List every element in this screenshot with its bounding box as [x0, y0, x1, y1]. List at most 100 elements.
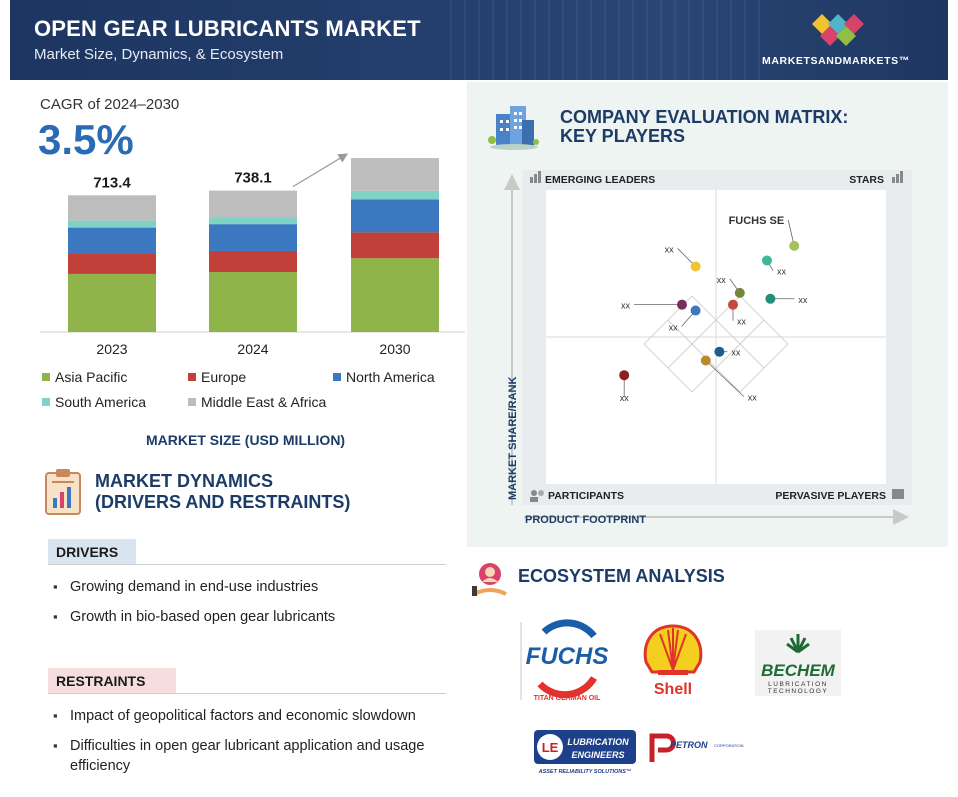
- player-label: xx: [748, 393, 758, 403]
- restraint-item: Impact of geopolitical factors and econo…: [53, 706, 416, 726]
- player-label: xx: [731, 348, 741, 358]
- bar-segment: [68, 273, 156, 332]
- ecosystem-title: ECOSYSTEM ANALYSIS: [518, 566, 725, 586]
- player-point: [690, 305, 701, 316]
- player-label: xx: [669, 323, 679, 333]
- petron-logo-text: PETRON: [670, 740, 708, 750]
- restraints-divider: [48, 693, 446, 694]
- emerging-leaders-icon: [530, 171, 541, 183]
- le-logo-sub: ASSET RELIABILITY SOLUTIONS™: [538, 769, 632, 775]
- bar-segment: [68, 253, 156, 274]
- player-point: [734, 287, 745, 298]
- bar-total-label: 713.4: [93, 174, 131, 191]
- quadrant-participants: PARTICIPANTS: [548, 490, 624, 502]
- legend-item: Asia Pacific: [42, 369, 127, 385]
- player-point: [765, 293, 776, 304]
- dynamics-title-line2: (DRIVERS AND RESTRAINTS): [95, 492, 351, 512]
- bar-segment: [209, 217, 297, 225]
- player-label: xx: [798, 295, 808, 305]
- bar-segment: [209, 272, 297, 332]
- matrix-title-line2: KEY PLAYERS: [560, 126, 686, 146]
- player-point: [690, 261, 701, 272]
- driver-item: Growing demand in end-use industries: [53, 577, 318, 597]
- legend-label: Asia Pacific: [55, 369, 128, 385]
- le-logo-mark: LE: [542, 740, 559, 755]
- legend-swatch: [188, 373, 196, 381]
- header-banner: OPEN GEAR LUBRICANTS MARKET Market Size,…: [10, 0, 948, 80]
- matrix-title-line1: COMPANY EVALUATION MATRIX:: [560, 107, 849, 127]
- drivers-label: DRIVERS: [48, 539, 136, 564]
- legend-swatch: [42, 398, 50, 406]
- bechem-logo-sub1: LUBRICATION: [768, 681, 828, 688]
- bar-segment: [209, 250, 297, 273]
- bar-total-label: 907.9: [376, 150, 414, 154]
- quadrant-emerging-leaders: EMERGING LEADERS: [545, 174, 655, 186]
- stars-icon: [892, 171, 903, 183]
- lubrication-engineers-logo: LE LUBRICATION ENGINEERS ASSET RELIABILI…: [534, 730, 636, 775]
- player-label: xx: [777, 267, 787, 277]
- pervasive-players-icon: [892, 489, 904, 499]
- player-point: [700, 355, 711, 366]
- bar-total-label: 738.1: [234, 170, 272, 187]
- player-label: xx: [665, 244, 675, 254]
- le-logo-line2: ENGINEERS: [571, 750, 624, 760]
- x-tick-label: 2024: [237, 341, 268, 357]
- y-axis-label: MARKET SHARE/RANK: [507, 377, 519, 501]
- bechem-logo: BECHEM LUBRICATION TECHNOLOGY: [755, 630, 841, 696]
- legend-item: North America: [333, 369, 435, 385]
- bechem-logo-text: BECHEM: [761, 661, 836, 680]
- player-label: xx: [620, 393, 630, 403]
- fuchs-logo-subtext: TITAN GERMAN OIL: [534, 695, 601, 702]
- legend-swatch: [333, 373, 341, 381]
- shell-logo: Shell: [643, 624, 703, 698]
- market-size-bar-chart: 713.4 2023 738.1 2024 907.9 2030: [40, 150, 465, 357]
- shell-logo-text: Shell: [654, 681, 692, 698]
- player-label: xx: [737, 317, 747, 327]
- fuchs-logo: FUCHS TITAN GERMAN OIL: [520, 619, 609, 702]
- fuchs-logo-text: FUCHS: [526, 643, 609, 670]
- player-point: [728, 299, 738, 310]
- bar-segment: [68, 195, 156, 221]
- ecosystem-icon: [472, 563, 507, 596]
- drivers-divider: [48, 564, 446, 565]
- player-point: [789, 240, 800, 251]
- player-leader-line: [705, 360, 745, 397]
- cagr-label: CAGR of 2024–2030: [40, 96, 180, 113]
- bechem-logo-sub2: TECHNOLOGY: [768, 688, 829, 695]
- bar-segment: [209, 224, 297, 251]
- driver-item: Growth in bio-based open gear lubricants: [53, 607, 335, 627]
- legend-label: North America: [346, 369, 435, 385]
- page-subtitle: Market Size, Dynamics, & Ecosystem: [34, 46, 284, 63]
- quadrant-stars: STARS: [849, 174, 884, 186]
- player-point: [619, 370, 630, 381]
- bar-segment: [209, 190, 297, 218]
- quadrant-pervasive-players: PERVASIVE PLAYERS: [775, 490, 886, 502]
- legend-item: South America: [42, 394, 146, 410]
- dynamics-title: MARKET DYNAMICS (DRIVERS AND RESTRAINTS): [95, 471, 350, 513]
- bar-segment: [68, 220, 156, 228]
- legend-item: Middle East & Africa: [188, 394, 326, 410]
- participants-icon: [530, 490, 544, 502]
- legend-swatch: [188, 398, 196, 406]
- bar-segment: [351, 190, 439, 200]
- legend-item: Europe: [188, 369, 246, 385]
- player-label: xx: [717, 275, 727, 285]
- dynamics-title-line1: MARKET DYNAMICS: [95, 471, 273, 491]
- bar-segment: [351, 199, 439, 233]
- player-point: [762, 255, 772, 266]
- restraint-item: Difficulties in open gear lubricant appl…: [53, 736, 455, 776]
- bar-segment: [351, 158, 439, 191]
- company-evaluation-matrix: MARKET SHARE/RANK PRODUCT FOOTPRINT EMER…: [504, 170, 912, 526]
- petron-logo-sub: CORPORATION: [714, 743, 744, 748]
- petron-logo: PETRON CORPORATION: [649, 733, 744, 762]
- brand-name: MARKETSANDMARKETS™: [762, 55, 910, 67]
- bar-segment: [351, 232, 439, 259]
- cagr-value: 3.5%: [38, 116, 134, 163]
- chart-axis-label: MARKET SIZE (USD MILLION): [146, 432, 346, 448]
- legend-label: South America: [55, 394, 147, 410]
- player-point: [714, 346, 725, 357]
- clipboard-chart-icon: [45, 469, 81, 515]
- legend-swatch: [42, 373, 50, 381]
- x-tick-label: 2023: [96, 341, 127, 357]
- matrix-title: COMPANY EVALUATION MATRIX: KEY PLAYERS: [560, 108, 848, 146]
